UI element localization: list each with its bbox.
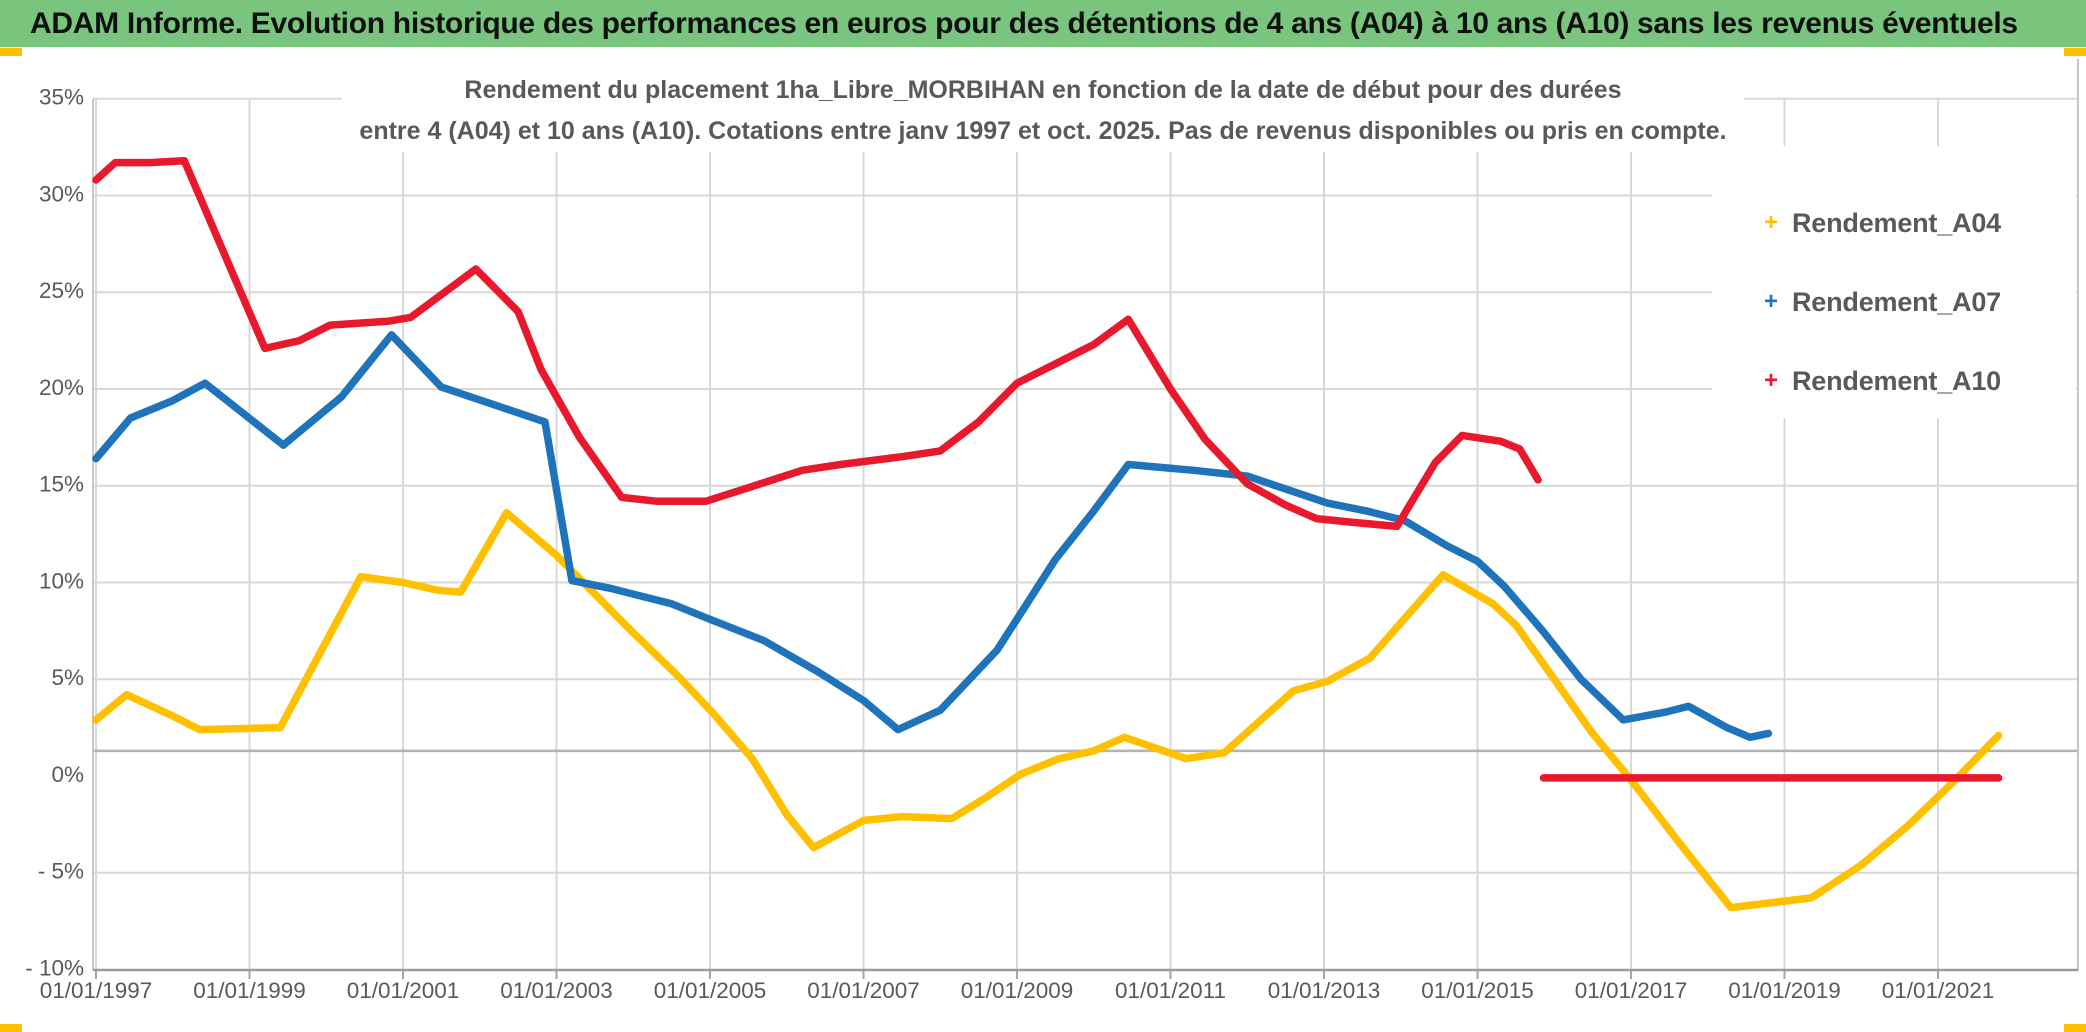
x-tick-label: 01/01/2005: [654, 978, 767, 1003]
accent-corner-top-right: [2064, 48, 2086, 56]
x-tick-label: 01/01/2003: [500, 978, 613, 1003]
x-axis-labels: 01/01/1997 01/01/1999 01/01/2001 01/01/2003…: [40, 978, 1995, 1003]
chart-title-line1: Rendement du placement 1ha_Libre_MORBIHA…: [464, 76, 1622, 104]
accent-corner-bottom-left: [0, 1024, 22, 1032]
y-tick-label: 10%: [39, 568, 84, 593]
legend-label: Rendement_A04: [1792, 208, 2001, 238]
series-line-rendement_a07: [92, 331, 1773, 742]
plot-borders: [92, 59, 2079, 972]
y-tick-label: 35%: [39, 85, 84, 110]
series-line-rendement_a04: [92, 509, 2003, 912]
x-tick-label: 01/01/2017: [1575, 978, 1688, 1003]
legend-label: Rendement_A07: [1792, 287, 2001, 317]
page-title: ADAM Informe. Evolution historique des p…: [30, 6, 2018, 40]
series-marker-plus-icon: +: [1763, 288, 1778, 315]
y-tick-label: 30%: [39, 181, 84, 206]
series-marker-plus-icon: +: [1763, 367, 1778, 394]
legend-item-rendement-a04: + Rendement_A04: [1758, 205, 2001, 241]
x-tick-label: 01/01/2001: [347, 978, 460, 1003]
chart-title-line2: entre 4 (A04) et 10 ans (A10). Cotations…: [359, 117, 1727, 145]
accent-corner-bottom-right: [2064, 1024, 2086, 1032]
legend-label: Rendement_A10: [1792, 366, 2001, 396]
x-tick-label: 01/01/2009: [961, 978, 1074, 1003]
x-tick-label: 01/01/2021: [1882, 978, 1995, 1003]
x-tick-label: 01/01/2019: [1728, 978, 1841, 1003]
y-tick-label: - 5%: [38, 859, 84, 884]
chart-title: Rendement du placement 1ha_Libre_MORBIHA…: [341, 70, 1745, 152]
y-tick-label: 5%: [51, 665, 84, 690]
app-title-bar: ADAM Informe. Evolution historique des p…: [0, 0, 2086, 47]
x-tick-label: 01/01/2013: [1268, 978, 1381, 1003]
legend-item-rendement-a07: + Rendement_A07: [1758, 284, 2001, 320]
y-tick-label: 25%: [39, 278, 84, 303]
y-axis-labels: 35% 30% 25% 20% 15% 10% 5% 0% - 5% - 10%: [25, 85, 84, 981]
chart-legend: + Rendement_A04 + Rendement_A07 + Rendem…: [1712, 146, 2076, 418]
x-tick-label: 01/01/2015: [1421, 978, 1534, 1003]
x-tick-label: 01/01/2011: [1115, 978, 1226, 1003]
y-tick-label: 0%: [51, 762, 84, 787]
y-tick-label: 20%: [39, 375, 84, 400]
x-tick-label: 01/01/1999: [193, 978, 306, 1003]
vertical-gridlines: [95, 99, 1939, 979]
x-tick-label: 01/01/1997: [40, 978, 153, 1003]
y-tick-label: - 10%: [25, 955, 84, 980]
series-line-rendement_a10: [92, 156, 1542, 531]
x-tick-label: 01/01/2007: [807, 978, 920, 1003]
legend-item-rendement-a10: + Rendement_A10: [1758, 363, 2001, 399]
accent-corner-top-left: [0, 48, 22, 56]
series-marker-plus-icon: +: [1763, 209, 1778, 236]
y-tick-label: 15%: [39, 472, 84, 497]
